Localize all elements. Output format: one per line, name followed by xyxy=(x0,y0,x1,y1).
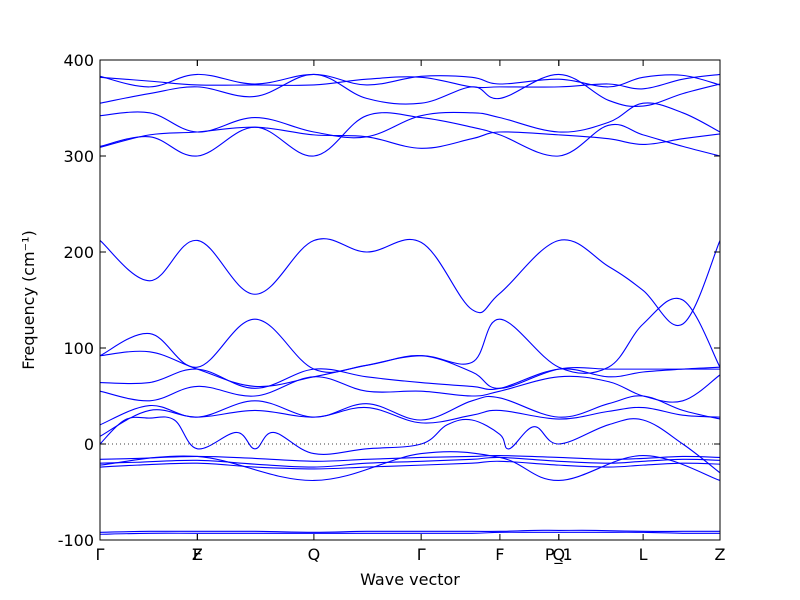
band-series-0 xyxy=(99,529,720,533)
x-axis-ticks: Γ ZF Q Γ F P_1Q L Z xyxy=(96,60,726,565)
x-tick-label: F xyxy=(495,545,504,564)
band-series-14 xyxy=(99,126,721,149)
y-tick-label: 0 xyxy=(84,435,94,454)
plot-frame xyxy=(99,59,721,541)
x-tick-label: F xyxy=(193,545,202,564)
band-series-9 xyxy=(99,374,721,403)
y-axis-label: Frequency (cm⁻¹) xyxy=(19,230,38,369)
y-axis-ticks: -100 0 100 200 300 400 xyxy=(58,51,720,550)
band-series-15 xyxy=(99,112,721,157)
band-series-10 xyxy=(99,366,721,391)
band-series-6 xyxy=(99,416,721,474)
x-tick-label: Q xyxy=(308,545,321,564)
band-series-7 xyxy=(99,406,721,437)
x-tick-label: Z xyxy=(192,545,203,564)
band-series-19 xyxy=(99,73,721,88)
band-series-2 xyxy=(99,460,721,470)
band-series-18 xyxy=(99,73,721,90)
band-series-11 xyxy=(99,318,720,389)
band-series-8 xyxy=(99,395,721,426)
y-tick-label: 400 xyxy=(63,51,94,70)
x-tick-label: P_1 xyxy=(545,545,573,565)
band-series-17 xyxy=(99,73,721,108)
y-tick-label: 200 xyxy=(63,243,94,262)
x-tick-label: L xyxy=(639,545,648,564)
band-lines xyxy=(99,73,721,535)
x-axis-label: Wave vector xyxy=(360,570,460,589)
y-tick-label: 100 xyxy=(63,339,94,358)
y-tick-label: -100 xyxy=(58,531,94,550)
band-series-3 xyxy=(99,456,721,468)
band-series-13 xyxy=(99,238,721,327)
band-series-12 xyxy=(99,297,721,388)
band-series-1 xyxy=(99,531,721,535)
band-series-5 xyxy=(99,451,721,482)
y-tick-label: 300 xyxy=(63,147,94,166)
x-tick-label: Q xyxy=(553,545,566,564)
band-series-16 xyxy=(99,102,721,139)
x-tick-label: Γ xyxy=(96,545,105,564)
x-tick-label: Z xyxy=(715,545,726,564)
x-tick-label: Γ xyxy=(417,545,426,564)
